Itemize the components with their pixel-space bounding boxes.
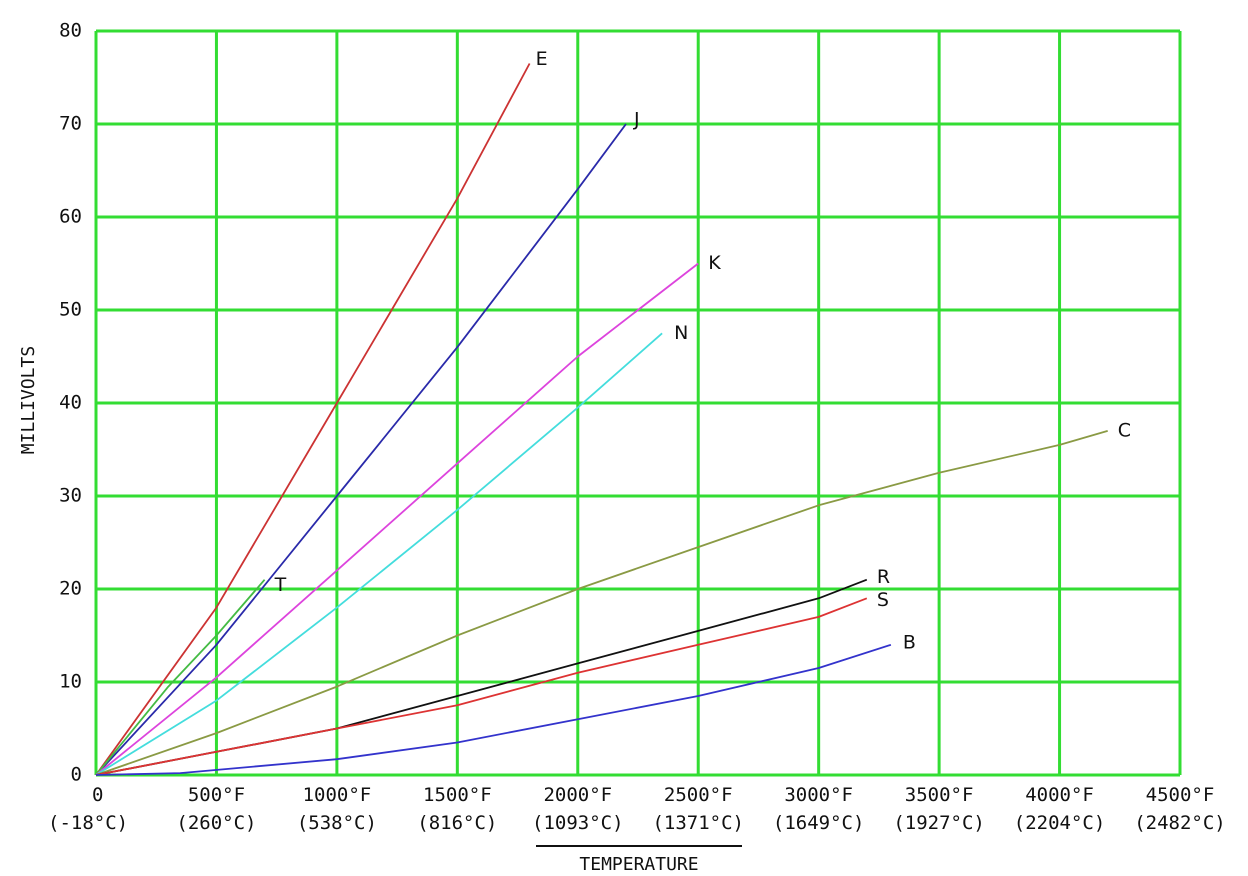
series-line-c bbox=[95, 430, 1108, 776]
y-tick-label: 80 bbox=[59, 20, 82, 42]
series-label-j: J bbox=[633, 109, 640, 131]
series-line-r bbox=[95, 578, 868, 776]
x-tick-label: 3500°F bbox=[905, 784, 974, 806]
x-tick-label: 1000°F bbox=[303, 784, 372, 806]
x-tick-label: 1500°F bbox=[423, 784, 492, 806]
x-tick-sublabel: (1371°C) bbox=[652, 812, 744, 834]
x-tick-label: 2500°F bbox=[664, 784, 733, 806]
series-line-b bbox=[95, 643, 892, 776]
x-tick-labels: 0 (-18°C) 500°F (260°C) 1000°F (538°C) 1500°F (… bbox=[48, 784, 1226, 834]
x-axis-title: TEMPERATURE bbox=[579, 854, 698, 875]
x-tick-label: 3000°F bbox=[784, 784, 853, 806]
y-axis-title: MILLIVOLTS bbox=[18, 346, 39, 454]
x-tick-sublabel: (2482°C) bbox=[1134, 812, 1226, 834]
series-label-r: R bbox=[877, 566, 890, 588]
series-label-n: N bbox=[674, 322, 688, 344]
x-tick-label: 2000°F bbox=[543, 784, 612, 806]
series-label-e: E bbox=[536, 48, 548, 70]
x-tick-sublabel: (1649°C) bbox=[773, 812, 865, 834]
y-tick-label: 60 bbox=[59, 206, 82, 228]
x-tick-sublabel: (260°C) bbox=[176, 812, 256, 834]
y-tick-label: 50 bbox=[59, 299, 82, 321]
series-label-b: B bbox=[903, 631, 916, 653]
x-tick-label: 0 bbox=[92, 784, 103, 806]
series-label-c: C bbox=[1118, 419, 1131, 441]
x-tick-sublabel: (538°C) bbox=[297, 812, 377, 834]
y-tick-label: 40 bbox=[59, 392, 82, 414]
x-tick-sublabel: (-18°C) bbox=[48, 812, 128, 834]
y-tick-label: 20 bbox=[59, 578, 82, 600]
grid bbox=[94, 29, 1182, 777]
y-tick-label: 0 bbox=[71, 764, 82, 786]
x-tick-sublabel: (2204°C) bbox=[1014, 812, 1106, 834]
series-lines bbox=[95, 63, 1108, 776]
series-label-k: K bbox=[708, 252, 721, 274]
series-label-s: S bbox=[877, 589, 889, 611]
series-labels: E J T K N C RSB bbox=[274, 48, 1131, 653]
series-line-k bbox=[95, 262, 699, 776]
x-tick-label: 500°F bbox=[188, 784, 245, 806]
series-line-s bbox=[95, 597, 868, 776]
series-line-j bbox=[95, 123, 627, 776]
x-tick-sublabel: (1927°C) bbox=[893, 812, 985, 834]
series-line-e bbox=[95, 63, 531, 776]
series-label-t: T bbox=[274, 574, 287, 596]
x-tick-label: 4000°F bbox=[1025, 784, 1094, 806]
y-tick-labels: 0 10 20 30 40 50 60 70 80 bbox=[59, 20, 82, 786]
series-line-t bbox=[95, 579, 266, 776]
x-tick-sublabel: (816°C) bbox=[417, 812, 497, 834]
series-line-n bbox=[95, 332, 663, 776]
x-tick-label: 4500°F bbox=[1146, 784, 1215, 806]
y-tick-label: 10 bbox=[59, 671, 82, 693]
x-tick-sublabel: (1093°C) bbox=[532, 812, 624, 834]
y-tick-label: 70 bbox=[59, 113, 82, 135]
y-tick-label: 30 bbox=[59, 485, 82, 507]
